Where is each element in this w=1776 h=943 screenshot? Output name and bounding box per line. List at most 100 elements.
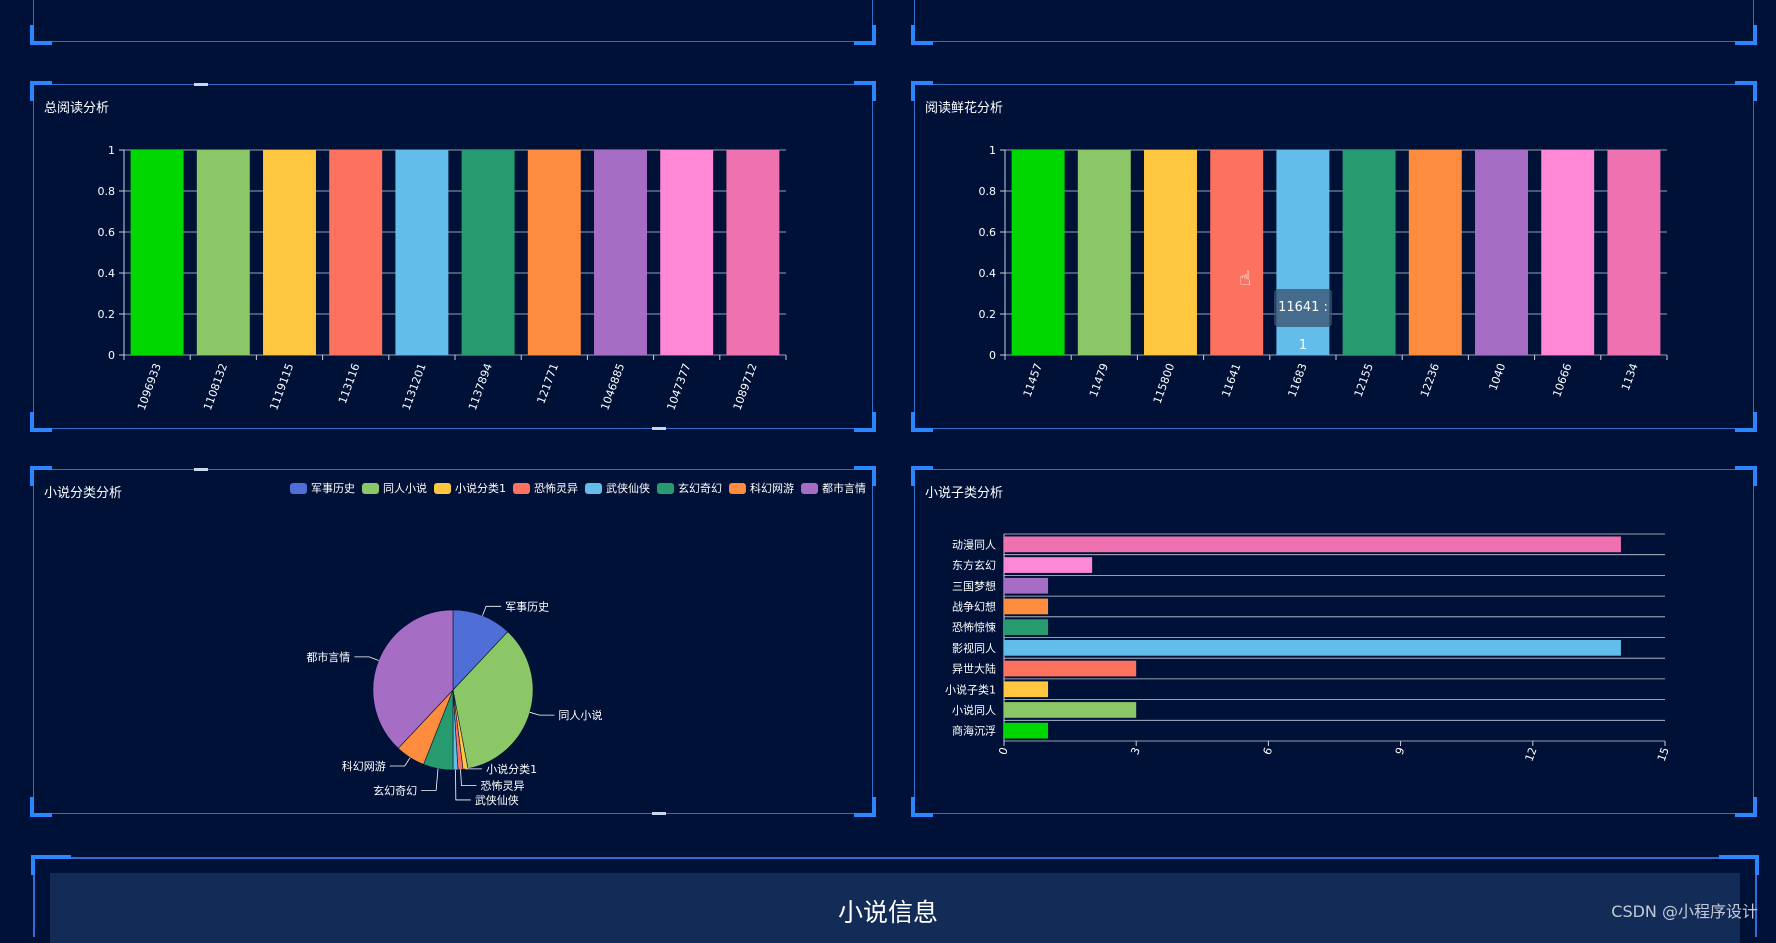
bar — [594, 150, 647, 355]
pie-label-line — [390, 758, 410, 766]
y-category-label: 商海沉浮 — [952, 724, 996, 738]
bar — [1409, 150, 1462, 355]
pie-label: 恐怖灵异 — [480, 779, 524, 793]
x-tick-label: 11641 — [1219, 362, 1243, 399]
x-tick-label: 1046885 — [598, 362, 627, 412]
x-tick-label: 1108132 — [201, 362, 230, 412]
y-tick-label: 0.6 — [98, 226, 116, 239]
x-tick-label: 10666 — [1550, 362, 1574, 399]
bar — [131, 150, 184, 355]
pie-label-line — [482, 606, 501, 615]
subcategory-panel: 小说子类分析 动漫同人东方玄幻三国梦想战争幻想恐怖惊悚影视同人异世大陆小说子类1… — [914, 469, 1754, 814]
bar — [1004, 681, 1048, 697]
y-category-label: 影视同人 — [952, 641, 996, 655]
pie-label: 军事历史 — [505, 600, 549, 613]
pie-label: 科幻网游 — [342, 759, 386, 773]
x-tick-label: 12155 — [1352, 362, 1376, 399]
bar — [1004, 619, 1048, 635]
x-tick-label: 11479 — [1087, 362, 1111, 399]
corner — [911, 25, 933, 45]
x-tick-label: 115800 — [1151, 362, 1178, 406]
bar — [726, 150, 779, 355]
y-category-label: 三国梦想 — [952, 579, 996, 593]
pie-label: 玄幻奇幻 — [373, 783, 417, 797]
y-category-label: 小说子类1 — [945, 682, 996, 696]
corner — [1719, 855, 1759, 875]
bar — [263, 150, 316, 355]
x-tick-label: 1131201 — [400, 362, 429, 412]
bar — [1004, 557, 1092, 573]
pie-label: 同人小说 — [558, 708, 602, 722]
bar — [197, 150, 250, 355]
bar — [1210, 150, 1263, 355]
corner — [1735, 25, 1757, 45]
y-tick-label: 1 — [989, 144, 996, 157]
x-tick-label: 1119115 — [267, 362, 296, 412]
corner — [854, 25, 876, 45]
y-tick-label: 0 — [989, 349, 996, 362]
y-tick-label: 0.8 — [98, 185, 116, 198]
hand-cursor-icon: ☝ — [1239, 266, 1251, 290]
corner — [31, 855, 71, 875]
x-tick-label: 1137894 — [466, 362, 495, 412]
y-tick-label: 0.6 — [979, 226, 997, 239]
x-tick-label: 1040 — [1487, 362, 1509, 393]
x-tick-label: 6 — [1261, 746, 1276, 757]
bar — [329, 150, 382, 355]
bar — [1004, 536, 1621, 552]
x-tick-label: 1134 — [1619, 362, 1641, 393]
top-right-panel — [914, 0, 1754, 42]
pie-label-line — [456, 770, 471, 800]
x-tick-label: 1047377 — [665, 362, 694, 412]
bar — [1078, 150, 1131, 355]
y-category-label: 动漫同人 — [952, 537, 996, 551]
pie-label: 武侠仙侠 — [475, 794, 519, 807]
y-category-label: 异世大陆 — [952, 662, 996, 676]
x-tick-label: 113116 — [336, 362, 363, 406]
bar — [1012, 150, 1065, 355]
x-tick-label: 1096933 — [135, 362, 164, 412]
bar — [528, 150, 581, 355]
y-tick-label: 0.8 — [979, 185, 997, 198]
y-tick-label: 0.4 — [979, 267, 997, 280]
x-tick-label: 11457 — [1021, 362, 1045, 399]
bar — [1343, 150, 1396, 355]
bar — [1004, 578, 1048, 594]
y-tick-label: 0.4 — [98, 267, 116, 280]
y-category-label: 小说同人 — [952, 703, 996, 717]
bar — [1004, 661, 1136, 677]
x-tick-label: 121771 — [535, 362, 562, 406]
x-tick-label: 12236 — [1418, 362, 1442, 399]
y-category-label: 东方玄幻 — [952, 558, 996, 572]
y-category-label: 战争幻想 — [952, 599, 996, 613]
bar — [1004, 599, 1048, 615]
chart-tooltip: 11641 : 1 — [1274, 289, 1332, 327]
bar — [1004, 702, 1136, 718]
bar — [1004, 723, 1048, 739]
subcategory-chart: 动漫同人东方玄幻三国梦想战争幻想恐怖惊悚影视同人异世大陆小说子类1小说同人商海沉… — [915, 470, 1753, 813]
bar — [1475, 150, 1528, 355]
pie-label-line — [354, 657, 378, 661]
bar — [1144, 150, 1197, 355]
y-tick-label: 0.2 — [979, 308, 997, 321]
pie-label-line — [530, 712, 555, 715]
x-tick-label: 3 — [1128, 746, 1143, 757]
y-tick-label: 0.2 — [98, 308, 116, 321]
pie-label: 小说分类1 — [486, 762, 537, 776]
bar — [1607, 150, 1660, 355]
watermark: CSDN @小程序设计 — [1611, 898, 1758, 922]
y-tick-label: 1 — [108, 144, 115, 157]
bar — [462, 150, 515, 355]
pie-label-line — [461, 770, 477, 786]
top-left-panel — [33, 0, 873, 42]
x-tick-label: 12 — [1523, 746, 1540, 764]
corner — [30, 25, 52, 45]
x-tick-label: 0 — [996, 746, 1011, 757]
bar — [1004, 640, 1621, 656]
pie-label: 都市言情 — [306, 650, 350, 664]
